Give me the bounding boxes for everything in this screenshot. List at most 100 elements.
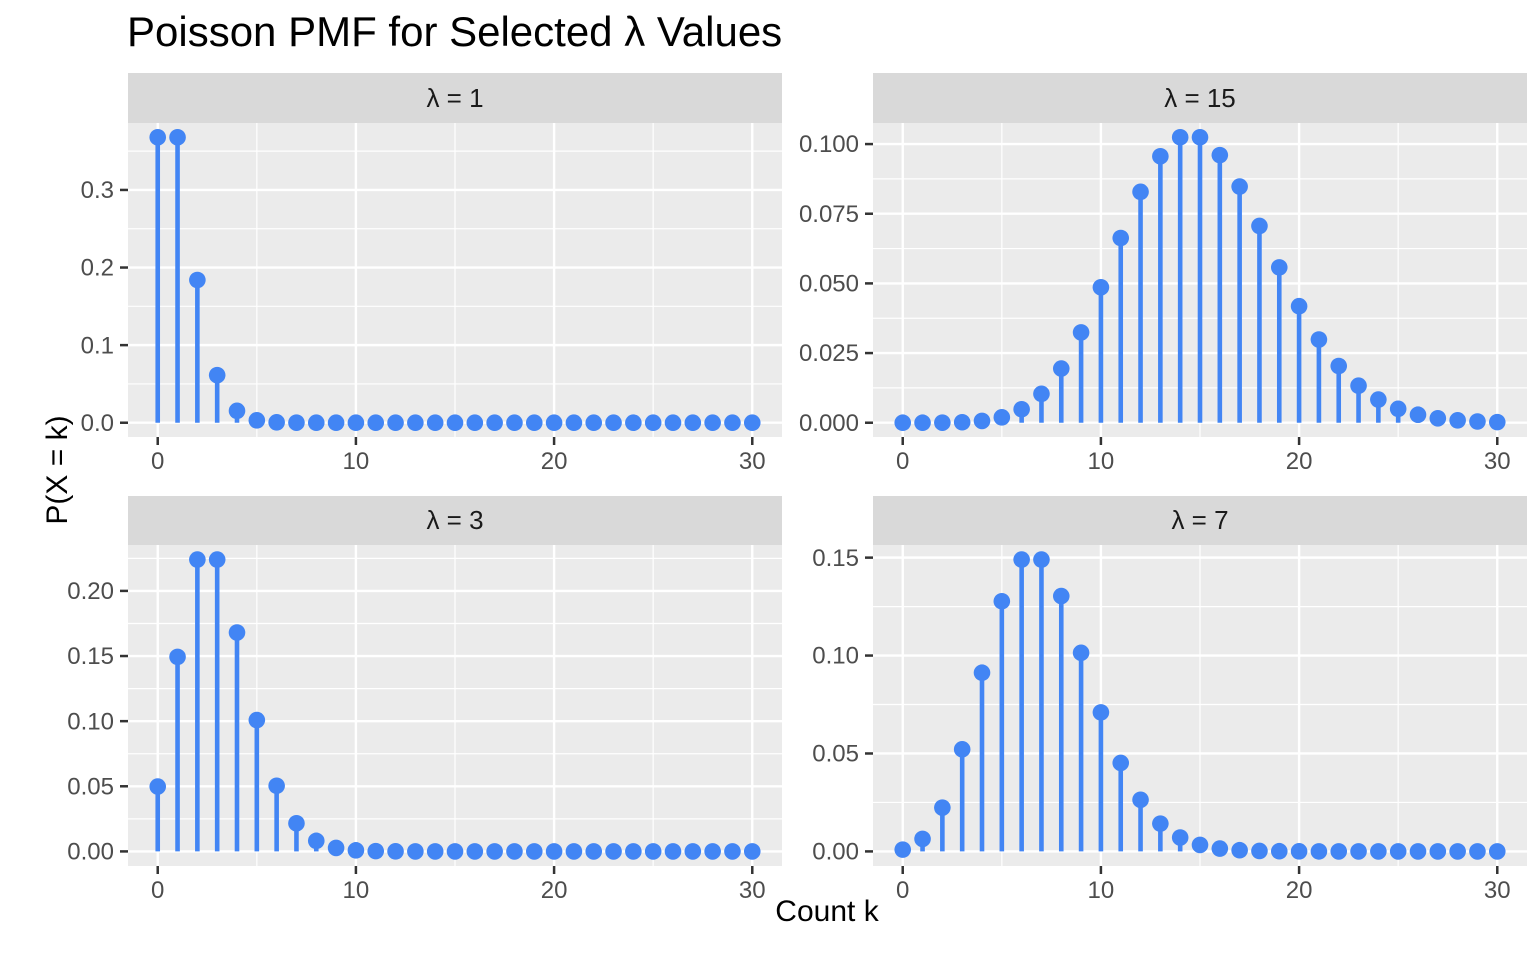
pmf-point (288, 414, 305, 431)
pmf-point (565, 843, 583, 860)
pmf-point (1171, 829, 1189, 846)
y-tick-label: 0.100 (799, 131, 859, 158)
pmf-point (1191, 128, 1209, 146)
pmf-point (426, 414, 444, 432)
pmf-point (545, 414, 563, 432)
pmf-point (1211, 146, 1229, 164)
plot-title: Poisson PMF for Selected λ Values (127, 8, 783, 55)
x-axis-ticks: 0 10 20 30 (896, 437, 1511, 475)
y-tick-label: 0.025 (799, 340, 859, 367)
panel-lambda-3: 0 10 20 30 0.00 0.05 0.10 0.15 0.20 (67, 545, 782, 904)
pmf-point (704, 414, 721, 432)
pmf-point (704, 843, 721, 860)
pmf-point (894, 414, 912, 432)
pmf-point (228, 624, 246, 641)
pmf-point (1132, 791, 1149, 809)
facet-strip-lambda-3: λ = 3 (128, 496, 782, 545)
x-axis-ticks: 0 10 20 30 (151, 866, 766, 904)
pmf-point (169, 648, 186, 666)
pmf-point (1251, 217, 1268, 235)
pmf-point (268, 777, 285, 795)
pmf-point (1310, 843, 1328, 860)
pmf-point (248, 412, 266, 429)
pmf-point (387, 843, 404, 860)
facet-strip-lambda-15: λ = 15 (873, 73, 1527, 123)
x-tick-label: 0 (151, 448, 164, 475)
pmf-point (1152, 148, 1169, 165)
pmf-point (743, 843, 761, 860)
pmf-point (1270, 842, 1288, 860)
pmf-point (407, 414, 424, 432)
lollipop-series (894, 551, 1506, 860)
y-tick-label: 0.10 (812, 643, 859, 670)
pmf-point (367, 842, 385, 860)
panel-lambda-15: 0 10 20 30 0.000 0.025 0.050 0.075 0.100 (799, 123, 1527, 475)
pmf-point (1429, 409, 1447, 427)
pmf-point (506, 843, 523, 860)
y-tick-label: 0.2 (81, 255, 114, 282)
pmf-point (1389, 400, 1407, 418)
pmf-point (1488, 843, 1506, 860)
gridlines-minor (128, 123, 782, 437)
pmf-point (585, 414, 603, 432)
y-tick-label: 0.1 (81, 332, 114, 359)
facet-strip-label: λ = 3 (426, 505, 484, 535)
y-tick-label: 0.000 (799, 410, 859, 437)
pmf-point (446, 843, 464, 860)
pmf-point (644, 843, 662, 860)
pmf-point (1092, 704, 1110, 721)
pmf-point (993, 409, 1011, 426)
pmf-point (743, 414, 761, 432)
y-axis-ticks: 0.00 0.05 0.10 0.15 0.20 (67, 578, 128, 866)
pmf-point (1310, 331, 1328, 348)
pmf-point (506, 414, 523, 432)
pmf-point (1033, 551, 1050, 568)
x-axis-ticks: 0 10 20 30 (151, 437, 766, 475)
pmf-point (189, 551, 206, 568)
pmf-point (973, 664, 991, 682)
y-tick-label: 0.0 (81, 410, 114, 437)
y-axis-ticks: 0.00 0.05 0.10 0.15 (812, 545, 873, 866)
pmf-point (953, 413, 971, 431)
facet-strip-label: λ = 15 (1164, 82, 1236, 113)
pmf-point (1350, 843, 1367, 860)
pmf-point (1270, 259, 1288, 276)
pmf-point (1052, 587, 1070, 605)
y-tick-label: 0.15 (67, 643, 114, 670)
y-tick-label: 0.20 (67, 578, 114, 605)
y-tick-label: 0.00 (812, 839, 859, 866)
x-tick-label: 20 (1286, 877, 1313, 904)
y-tick-label: 0.15 (812, 545, 859, 572)
pmf-point (1052, 360, 1070, 377)
y-axis-ticks: 0.0 0.1 0.2 0.3 (81, 177, 128, 437)
pmf-point (208, 366, 226, 384)
pmf-point (934, 799, 951, 816)
facet-strip-lambda-1: λ = 1 (128, 73, 782, 123)
y-tick-label: 0.05 (812, 741, 859, 768)
x-tick-label: 30 (1484, 877, 1511, 904)
x-tick-label: 10 (343, 448, 370, 475)
x-tick-label: 10 (1088, 448, 1115, 475)
pmf-point (1370, 843, 1387, 860)
pmf-point (1350, 377, 1367, 395)
pmf-point (1033, 385, 1050, 403)
pmf-point (1389, 843, 1407, 860)
pmf-point (1290, 297, 1308, 315)
pmf-point (684, 414, 702, 432)
pmf-point (1409, 406, 1427, 424)
pmf-point (387, 414, 404, 432)
pmf-point (466, 843, 484, 860)
pmf-point (486, 414, 503, 432)
x-tick-label: 30 (1484, 448, 1511, 475)
pmf-point (149, 128, 167, 146)
pmf-point (228, 402, 246, 420)
pmf-point (288, 814, 305, 832)
pmf-point (486, 843, 503, 860)
pmf-point (724, 414, 741, 432)
pmf-point (1191, 836, 1209, 854)
pmf-point (268, 414, 285, 431)
pmf-point (993, 592, 1011, 610)
y-tick-label: 0.00 (67, 839, 114, 866)
pmf-point (1251, 842, 1268, 860)
pmf-point (1231, 841, 1248, 859)
